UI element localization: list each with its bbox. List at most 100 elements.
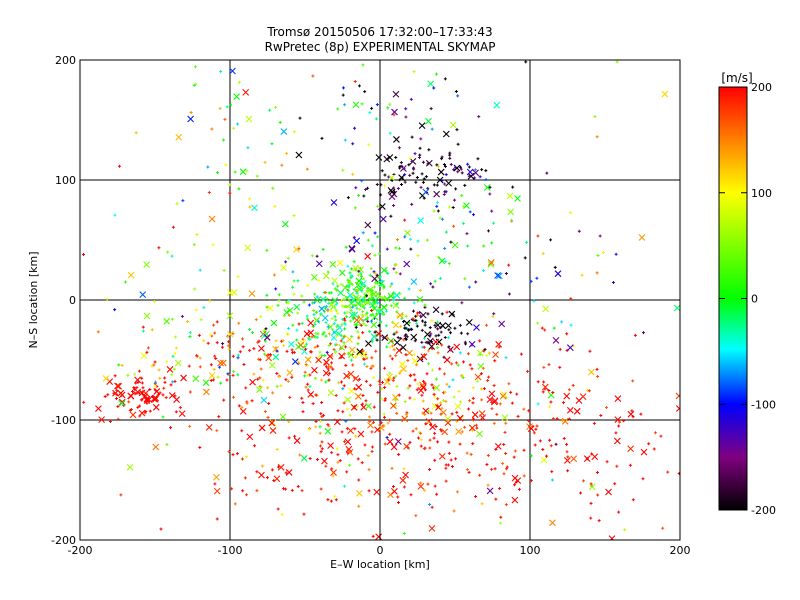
data-point-plus <box>317 319 321 323</box>
data-point-cross <box>347 370 355 378</box>
data-point-plus <box>195 354 199 358</box>
data-point-cross <box>449 121 457 129</box>
data-point-plus <box>407 320 411 324</box>
data-point-plus <box>382 415 386 419</box>
data-point-plus <box>414 314 418 318</box>
data-point-plus <box>334 302 338 306</box>
data-point-plus <box>114 392 118 396</box>
data-point-plus <box>466 162 470 166</box>
x-tick-label: -200 <box>68 544 93 557</box>
data-point-plus <box>411 429 415 433</box>
data-point-plus <box>477 115 481 119</box>
data-point-plus <box>449 240 453 244</box>
data-point-plus <box>486 453 490 457</box>
data-point-plus <box>403 400 407 404</box>
data-point-plus <box>484 323 488 327</box>
data-point-plus <box>227 340 231 344</box>
data-point-plus <box>439 428 443 432</box>
data-point-plus <box>349 358 353 362</box>
data-point-plus <box>447 451 451 455</box>
data-point-plus <box>237 80 241 84</box>
data-point-plus <box>565 332 569 336</box>
data-point-cross <box>392 321 400 329</box>
data-point-cross <box>402 471 409 479</box>
data-point-plus <box>346 288 350 292</box>
data-point-plus <box>478 339 482 343</box>
data-point-plus <box>595 471 599 475</box>
data-point-plus <box>405 411 409 415</box>
data-point-plus <box>287 313 291 317</box>
data-point-plus <box>282 487 286 491</box>
data-point-plus <box>435 200 439 204</box>
data-point-cross <box>295 343 302 351</box>
data-point-cross <box>208 215 216 223</box>
data-point-plus <box>236 353 240 357</box>
data-point-plus <box>347 280 351 284</box>
data-point-plus <box>387 378 391 382</box>
data-point-plus <box>312 301 316 305</box>
x-tick-label: 0 <box>377 544 384 557</box>
data-point-cross <box>365 402 372 410</box>
data-point-cross <box>498 320 506 328</box>
data-point-cross <box>487 261 495 268</box>
data-point-plus <box>341 317 345 321</box>
data-point-plus <box>307 303 311 307</box>
data-point-plus <box>460 430 464 434</box>
data-point-plus <box>542 365 546 369</box>
data-point-plus <box>351 142 355 146</box>
data-point-plus <box>513 483 517 487</box>
data-point-plus <box>395 310 399 314</box>
data-point-plus <box>259 367 263 371</box>
data-point-plus <box>532 431 536 435</box>
data-point-cross <box>246 433 254 441</box>
data-point-plus <box>396 187 400 191</box>
data-point-plus <box>349 308 353 312</box>
data-point-plus <box>604 406 608 410</box>
data-point-plus <box>140 381 144 385</box>
data-point-plus <box>368 111 372 115</box>
data-point-plus <box>313 322 317 326</box>
data-point-plus <box>320 415 324 419</box>
data-point-plus <box>517 487 521 491</box>
data-point-plus <box>442 399 446 403</box>
data-point-plus <box>227 347 231 351</box>
data-point-plus <box>208 299 212 303</box>
data-point-plus <box>595 271 599 275</box>
data-point-plus <box>341 168 345 172</box>
data-point-cross <box>427 80 435 88</box>
data-point-plus <box>429 340 433 344</box>
data-point-plus <box>278 121 282 125</box>
data-point-plus <box>312 309 316 313</box>
data-point-plus <box>370 430 374 434</box>
data-point-plus <box>342 335 346 339</box>
data-point-plus <box>363 90 367 94</box>
data-point-plus <box>153 388 157 392</box>
data-point-plus <box>555 417 559 421</box>
data-point-plus <box>418 155 422 159</box>
data-point-plus <box>481 366 485 370</box>
data-point-plus <box>342 384 346 388</box>
data-point-plus <box>501 462 505 466</box>
data-point-plus <box>420 393 424 397</box>
colorbar-tick-label: -200 <box>751 504 776 517</box>
data-point-plus <box>386 106 390 110</box>
data-point-plus <box>361 349 365 353</box>
data-point-plus <box>336 453 340 457</box>
data-point-plus <box>150 328 154 332</box>
data-point-cross <box>174 359 182 367</box>
data-point-plus <box>410 159 414 163</box>
data-point-plus <box>354 325 358 329</box>
data-point-plus <box>163 376 167 380</box>
data-point-cross <box>507 208 515 216</box>
data-point-plus <box>447 261 451 265</box>
data-point-plus <box>370 364 374 368</box>
data-point-plus <box>301 337 305 341</box>
data-point-plus <box>335 343 339 347</box>
data-point-cross <box>438 257 446 265</box>
data-point-plus <box>237 321 241 325</box>
data-point-plus <box>356 330 360 334</box>
data-point-plus <box>411 166 415 170</box>
data-point-plus <box>364 187 368 191</box>
data-point-plus <box>224 163 228 167</box>
data-point-plus <box>355 306 359 310</box>
